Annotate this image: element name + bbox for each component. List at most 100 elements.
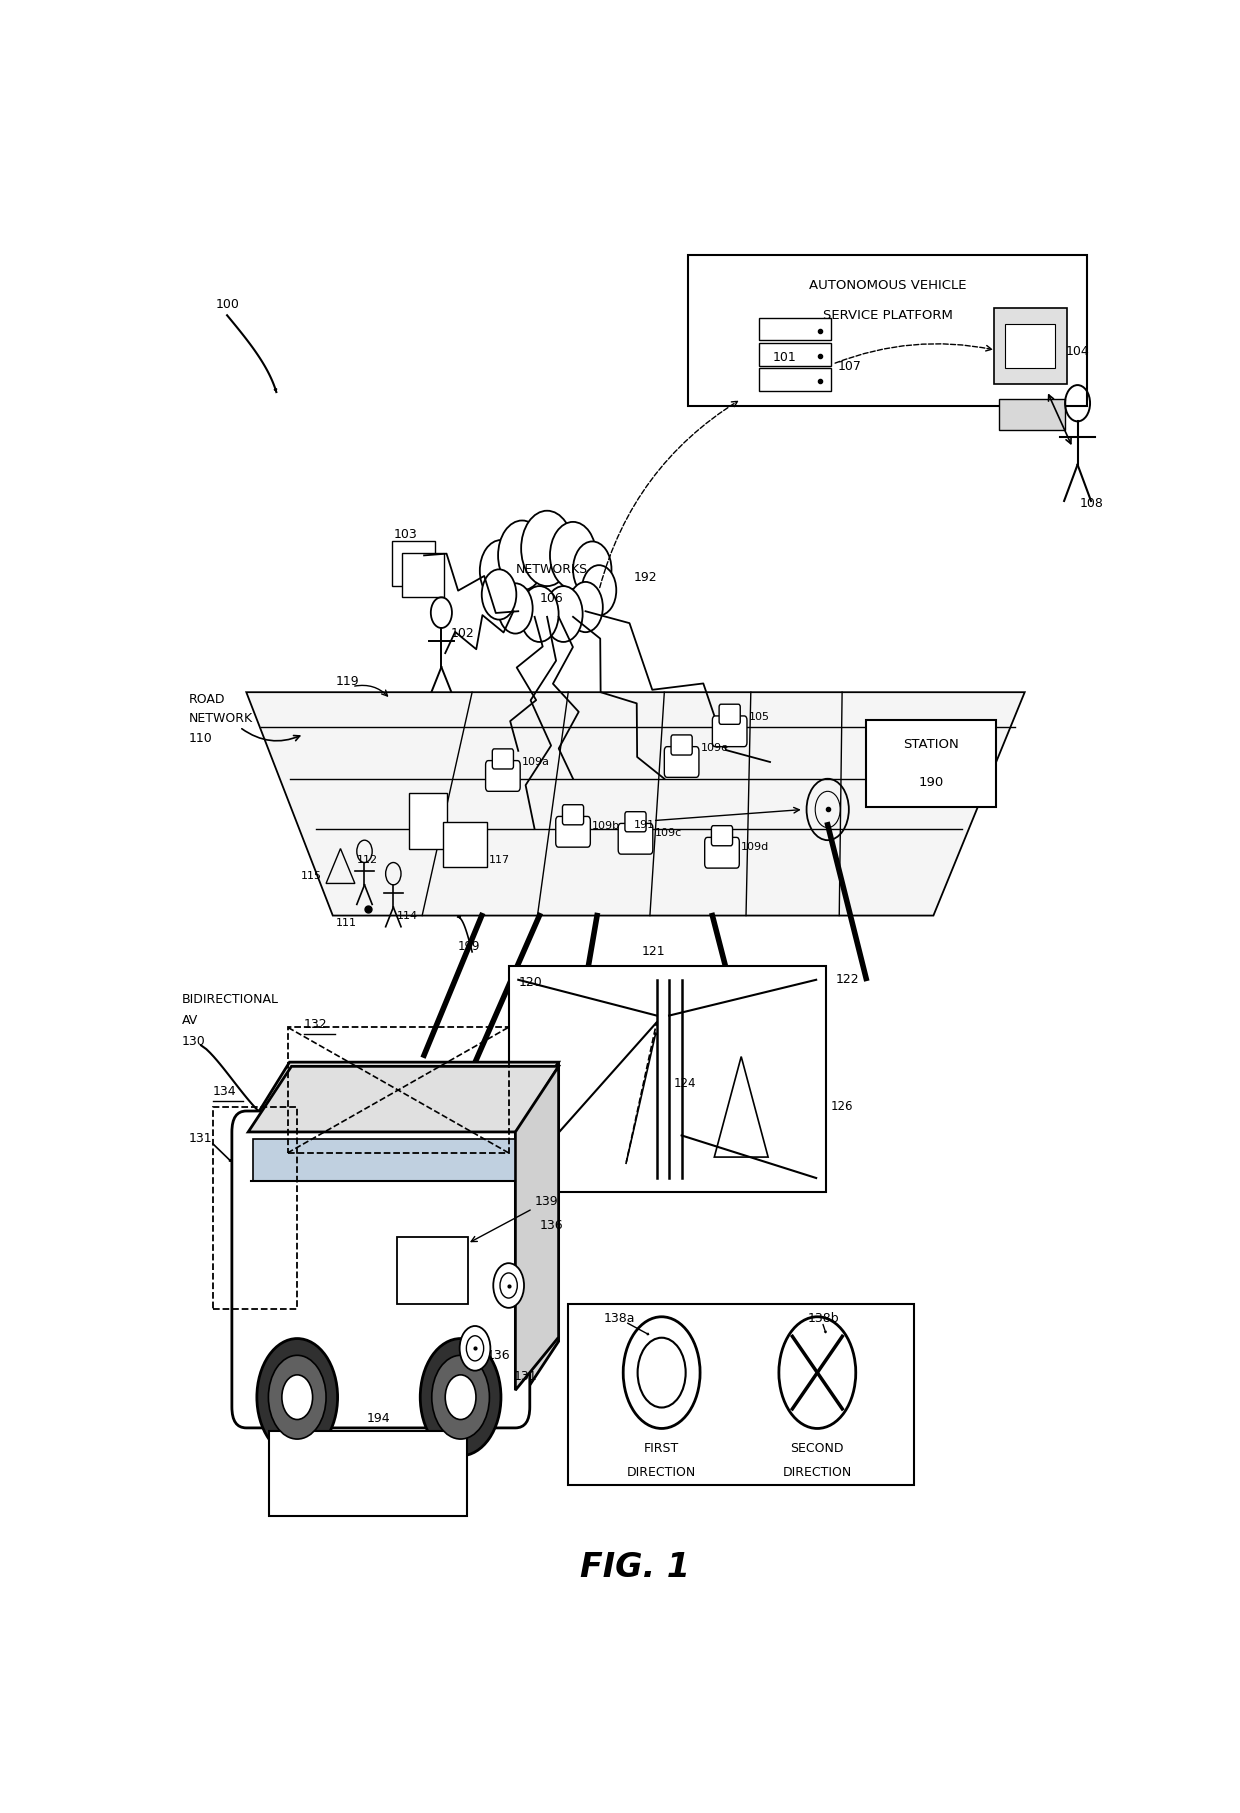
Text: SECOND: SECOND xyxy=(791,1443,844,1456)
Polygon shape xyxy=(247,693,1024,916)
Circle shape xyxy=(445,1374,476,1420)
Text: 108: 108 xyxy=(1080,497,1104,509)
Text: 114: 114 xyxy=(397,910,418,921)
Text: 131: 131 xyxy=(188,1133,212,1146)
FancyBboxPatch shape xyxy=(568,1304,914,1485)
Text: 103: 103 xyxy=(393,528,417,540)
Text: 100: 100 xyxy=(216,297,239,310)
FancyBboxPatch shape xyxy=(232,1111,529,1429)
Text: 110: 110 xyxy=(188,732,212,745)
Text: 112: 112 xyxy=(357,854,378,865)
Circle shape xyxy=(551,522,596,589)
FancyBboxPatch shape xyxy=(625,812,646,832)
FancyBboxPatch shape xyxy=(397,1236,469,1304)
Text: 120: 120 xyxy=(518,975,542,990)
Text: 109e: 109e xyxy=(701,743,729,752)
FancyBboxPatch shape xyxy=(556,816,590,847)
FancyBboxPatch shape xyxy=(619,823,652,854)
Text: 134: 134 xyxy=(213,1084,237,1099)
Text: 109a: 109a xyxy=(522,758,551,767)
FancyBboxPatch shape xyxy=(759,343,831,366)
Text: 106: 106 xyxy=(539,593,564,606)
FancyBboxPatch shape xyxy=(392,542,435,586)
Text: 111: 111 xyxy=(336,917,357,928)
Circle shape xyxy=(498,520,546,591)
Text: 105: 105 xyxy=(749,713,770,722)
FancyBboxPatch shape xyxy=(409,792,448,848)
Text: 139: 139 xyxy=(534,1195,558,1207)
Text: 199: 199 xyxy=(458,939,480,954)
Text: 191: 191 xyxy=(634,819,655,830)
Text: 115: 115 xyxy=(301,872,322,881)
FancyBboxPatch shape xyxy=(486,761,521,790)
Polygon shape xyxy=(253,1139,516,1180)
FancyBboxPatch shape xyxy=(719,703,740,725)
Text: 102: 102 xyxy=(451,627,475,640)
FancyBboxPatch shape xyxy=(444,821,486,867)
Circle shape xyxy=(498,584,533,633)
Polygon shape xyxy=(247,1131,516,1407)
Text: ROAD: ROAD xyxy=(188,693,226,705)
Text: NETWORKS: NETWORKS xyxy=(516,562,588,577)
Circle shape xyxy=(480,540,522,602)
Text: 131: 131 xyxy=(513,1371,537,1383)
FancyBboxPatch shape xyxy=(688,256,1087,406)
FancyBboxPatch shape xyxy=(402,553,444,596)
Circle shape xyxy=(481,569,516,620)
Text: 109d: 109d xyxy=(742,843,770,852)
Text: SERVICE PLATFORM: SERVICE PLATFORM xyxy=(823,308,952,323)
Circle shape xyxy=(582,566,616,615)
Text: NETWORK: NETWORK xyxy=(188,713,253,725)
FancyBboxPatch shape xyxy=(563,805,584,825)
Text: 136: 136 xyxy=(486,1349,510,1362)
Polygon shape xyxy=(516,1066,558,1391)
Text: 101: 101 xyxy=(773,352,796,364)
Circle shape xyxy=(568,582,603,633)
Text: 121: 121 xyxy=(642,945,666,959)
FancyBboxPatch shape xyxy=(508,966,826,1191)
FancyBboxPatch shape xyxy=(704,838,739,868)
FancyBboxPatch shape xyxy=(712,716,746,747)
Polygon shape xyxy=(247,1062,558,1131)
Circle shape xyxy=(521,511,573,586)
Text: 139: 139 xyxy=(422,1264,444,1276)
FancyBboxPatch shape xyxy=(866,720,996,807)
Circle shape xyxy=(460,1325,490,1371)
Text: STATION: STATION xyxy=(903,738,959,751)
FancyBboxPatch shape xyxy=(665,747,699,778)
Text: 138a: 138a xyxy=(604,1311,635,1325)
Circle shape xyxy=(281,1374,312,1420)
Text: BIDIRECTIONAL: BIDIRECTIONAL xyxy=(182,994,279,1006)
Text: AV: AV xyxy=(182,1013,198,1026)
Polygon shape xyxy=(248,1066,558,1131)
Text: 194: 194 xyxy=(367,1412,391,1425)
Text: 104: 104 xyxy=(1066,344,1090,359)
Text: 109c: 109c xyxy=(655,829,682,838)
Circle shape xyxy=(500,1273,517,1298)
Circle shape xyxy=(521,586,559,642)
Text: DIRECTION: DIRECTION xyxy=(782,1467,852,1479)
Text: 192: 192 xyxy=(634,571,657,584)
FancyBboxPatch shape xyxy=(998,399,1065,430)
Text: 109b: 109b xyxy=(593,821,620,830)
Text: FIRST: FIRST xyxy=(644,1443,680,1456)
Circle shape xyxy=(544,586,583,642)
Text: 107: 107 xyxy=(837,361,862,373)
FancyBboxPatch shape xyxy=(759,317,831,341)
Text: 117: 117 xyxy=(489,854,510,865)
Text: 122: 122 xyxy=(836,974,859,986)
FancyBboxPatch shape xyxy=(1006,325,1055,368)
FancyBboxPatch shape xyxy=(759,368,831,390)
Text: 138b: 138b xyxy=(807,1311,839,1325)
FancyBboxPatch shape xyxy=(994,308,1066,384)
FancyBboxPatch shape xyxy=(269,1430,467,1516)
Text: FIG. 1: FIG. 1 xyxy=(580,1550,691,1585)
Circle shape xyxy=(420,1338,501,1456)
Text: 132: 132 xyxy=(304,1017,327,1032)
Text: 136: 136 xyxy=(539,1218,563,1233)
Circle shape xyxy=(268,1356,326,1440)
Circle shape xyxy=(573,542,611,596)
Text: DIRECTION: DIRECTION xyxy=(627,1467,697,1479)
Text: 130: 130 xyxy=(182,1035,206,1048)
Text: 119: 119 xyxy=(336,674,360,687)
